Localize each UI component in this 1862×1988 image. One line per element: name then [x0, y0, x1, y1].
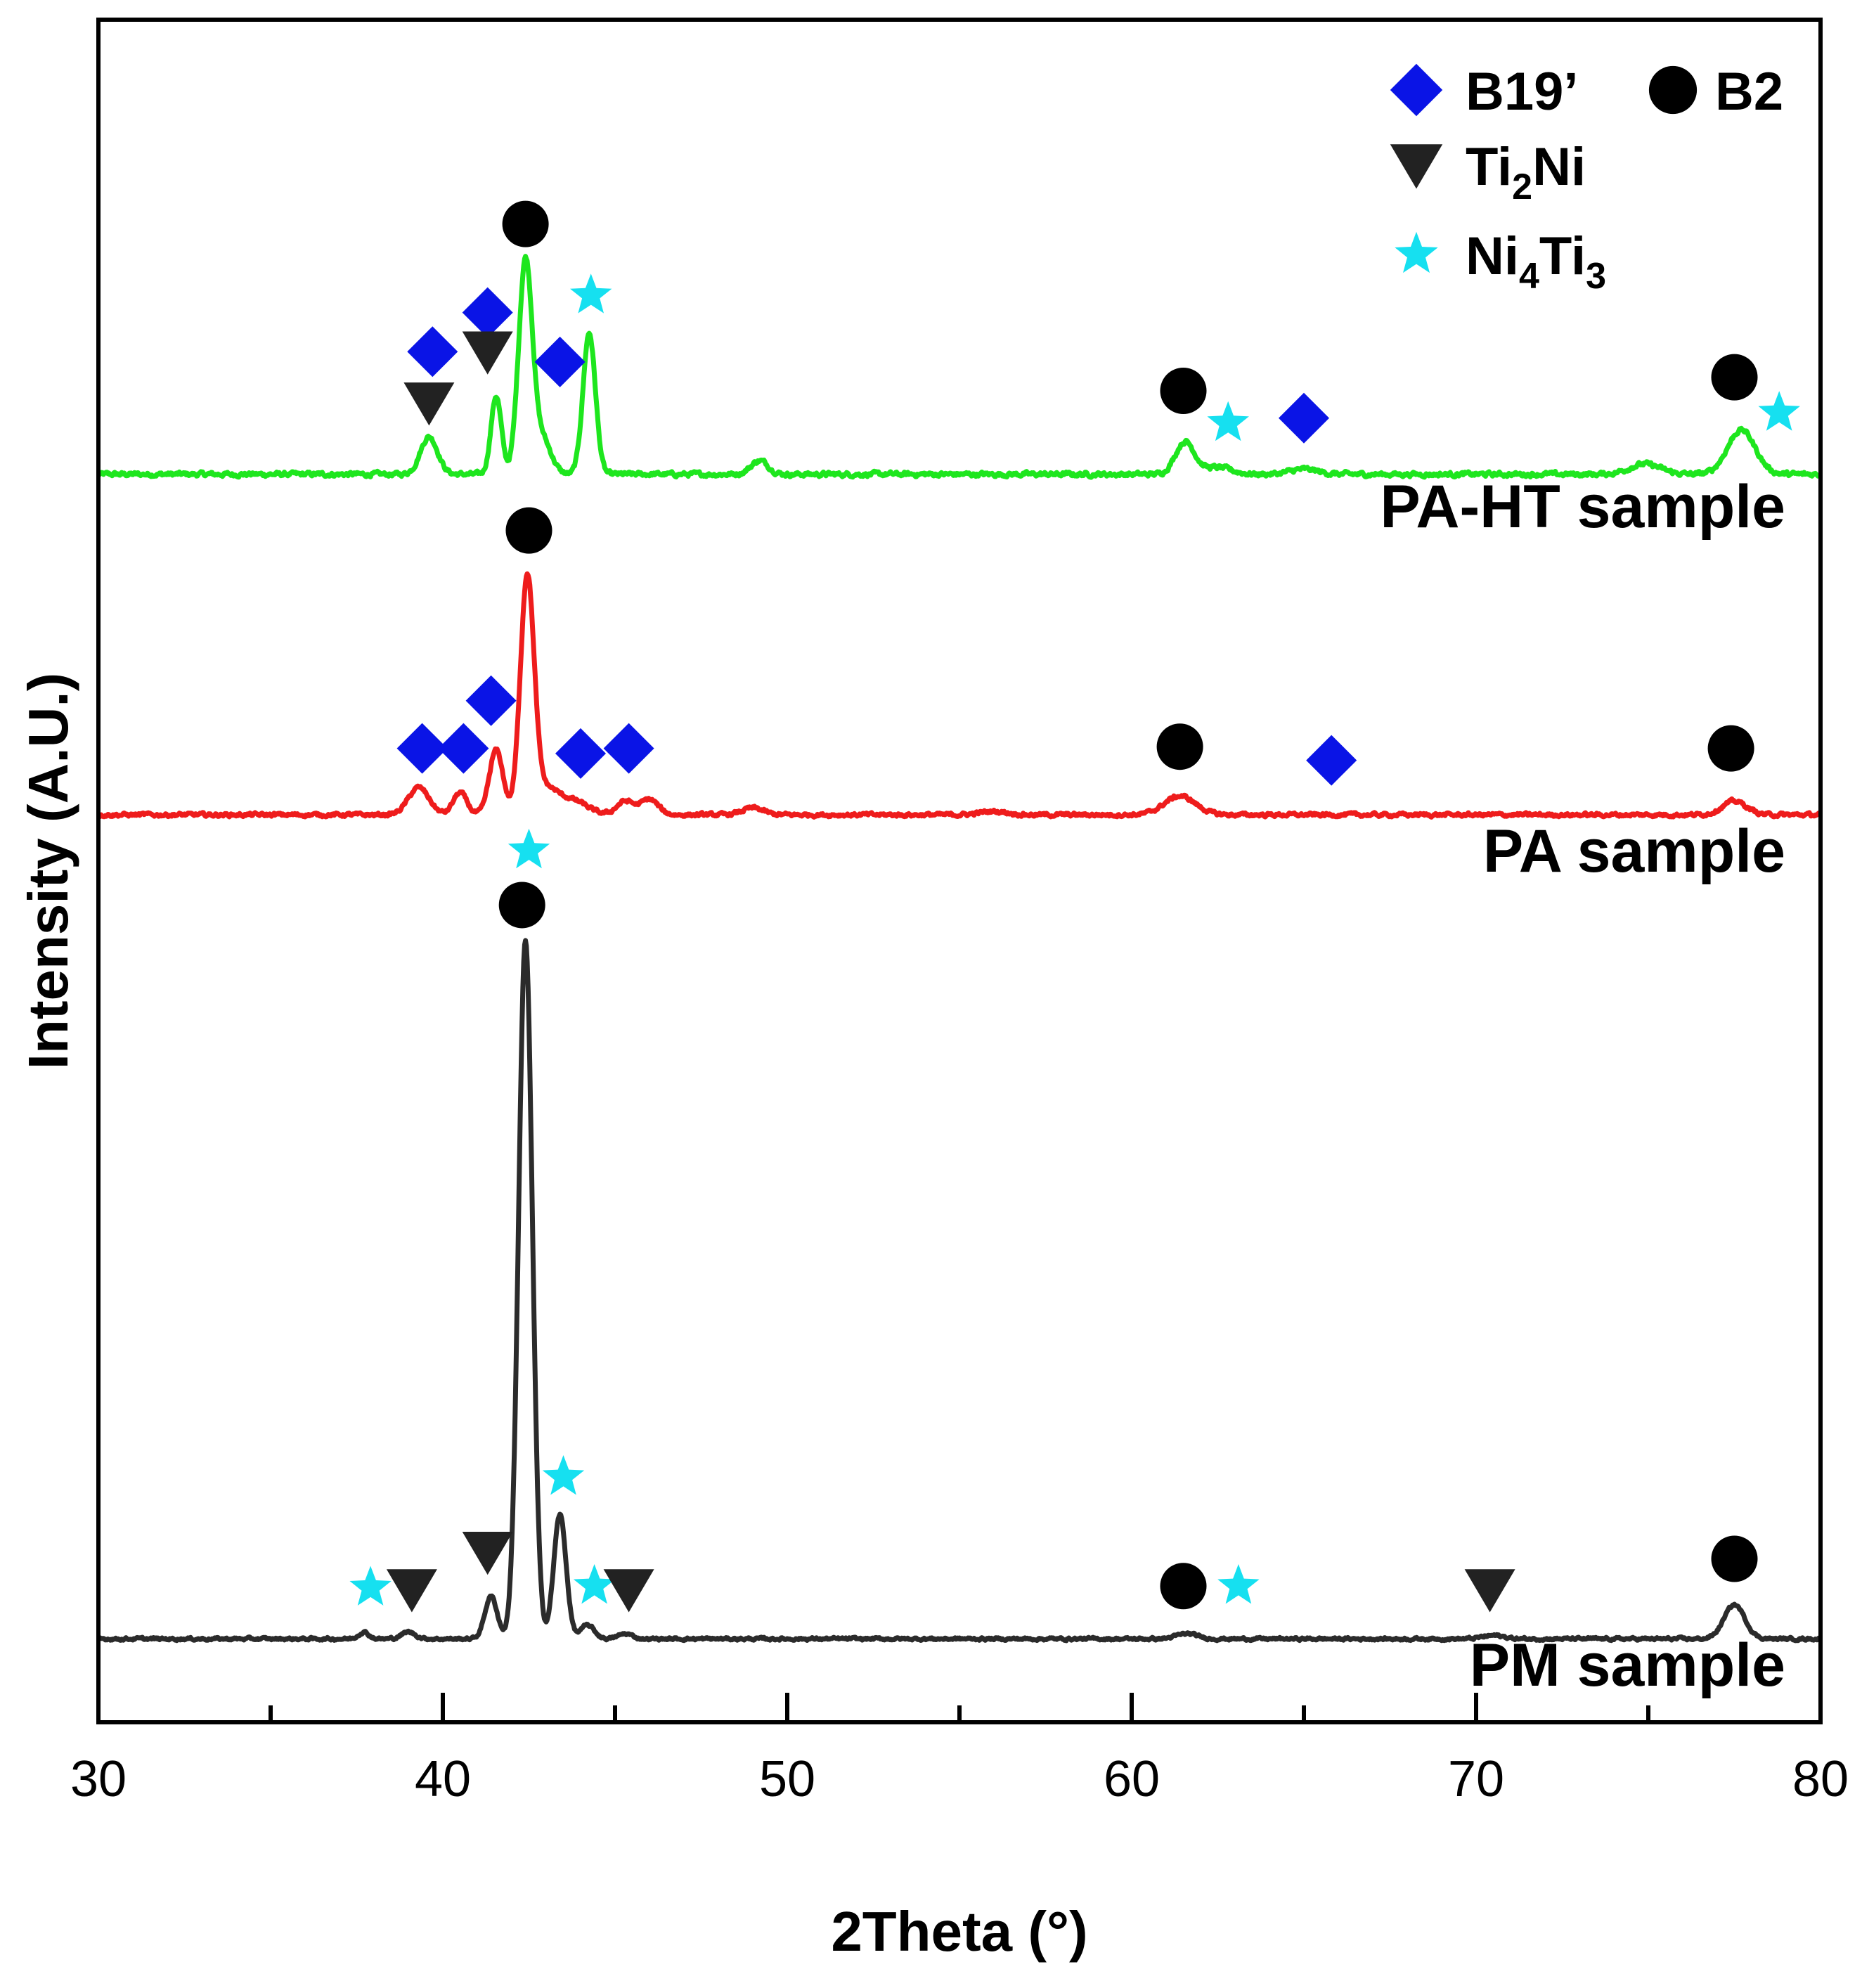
b2-marker-s2-8 [1156, 723, 1203, 770]
series-line-3 [96, 938, 1823, 1644]
ni4ti3-marker-s3-5 [542, 1455, 585, 1495]
x-axis: 30 40 50 60 70 80 [70, 1693, 1849, 1807]
b19-marker-s2-4 [555, 728, 606, 779]
legend-b19-label: B19’ [1466, 62, 1579, 122]
ni4ti3-marker-s1-11 [1207, 401, 1249, 441]
legend-ni4ti3-icon [1395, 231, 1438, 273]
b2-marker-s3-3 [1711, 1535, 1758, 1582]
b2-marker-s3-2 [1160, 1563, 1207, 1610]
sample-label-2: PA sample [1483, 818, 1785, 885]
x-tick-label: 70 [1448, 1751, 1504, 1807]
b19-marker-s1-1 [407, 326, 458, 377]
legend-ni4ti3-label: Ni4Ti3 [1466, 226, 1606, 297]
ti2ni-marker-s3-8 [386, 1569, 437, 1613]
series-line-2 [96, 571, 1823, 820]
b19-marker-s2-6 [1306, 735, 1357, 786]
legend-b19-icon [1390, 63, 1443, 117]
ti2ni-marker-s3-11 [1464, 1569, 1515, 1613]
b19-marker-s2-3 [465, 675, 517, 726]
ti2ni-marker-s1-8 [403, 382, 455, 426]
sample-label-3: PM sample [1470, 1632, 1785, 1699]
ni4ti3-marker-s3-7 [1217, 1564, 1260, 1604]
b19-marker-s2-2 [438, 723, 489, 774]
legend-b2-icon [1648, 65, 1698, 115]
b2-marker-s1-6 [1711, 354, 1758, 401]
b2-marker-s1-4 [502, 200, 549, 247]
ni4ti3-marker-s1-12 [1758, 391, 1800, 431]
b2-marker-s3-1 [498, 882, 545, 929]
b19-marker-s1-3 [534, 336, 586, 387]
series-layer [96, 254, 1823, 1644]
legend: B19’ B2 Ti2Ni Ni4Ti3 [1390, 62, 1783, 297]
b2-marker-s2-7 [505, 507, 552, 554]
legend-ti2ni-icon [1390, 144, 1443, 189]
y-axis-title: Intensity (A.U.) [17, 673, 79, 1069]
ti2ni-marker-s1-9 [462, 331, 513, 375]
x-tick-label: 30 [70, 1751, 127, 1807]
ti2ni-marker-s3-9 [462, 1532, 513, 1575]
ni4ti3-marker-s3-4 [349, 1566, 392, 1606]
x-tick-label: 60 [1104, 1751, 1160, 1807]
b2-marker-s1-5 [1160, 367, 1207, 414]
x-axis-title: 2Theta (°) [831, 1900, 1087, 1963]
series-line-1 [96, 254, 1823, 480]
sample-label-1: PA-HT sample [1380, 473, 1785, 541]
b19-marker-s2-5 [603, 723, 654, 774]
ni4ti3-marker-s2-10 [507, 828, 550, 869]
x-tick-label: 50 [759, 1751, 815, 1807]
ni4ti3-marker-s3-6 [573, 1564, 616, 1604]
legend-b2-label: B2 [1715, 62, 1783, 122]
x-tick-label: 40 [415, 1751, 471, 1807]
phase-marker-layer [349, 200, 1800, 1613]
ni4ti3-marker-s1-10 [570, 273, 612, 314]
b19-marker-s2-1 [396, 723, 448, 774]
ti2ni-marker-s3-10 [603, 1569, 654, 1613]
legend-ti2ni-label: Ti2Ni [1466, 137, 1586, 207]
b19-marker-s1-2 [462, 287, 513, 338]
b19-marker-s1-7 [1279, 392, 1329, 444]
b2-marker-s2-9 [1707, 725, 1754, 772]
x-tick-label: 80 [1792, 1751, 1849, 1807]
sample-label-layer: PA-HT sample PA sample PM sample [1380, 473, 1785, 1699]
